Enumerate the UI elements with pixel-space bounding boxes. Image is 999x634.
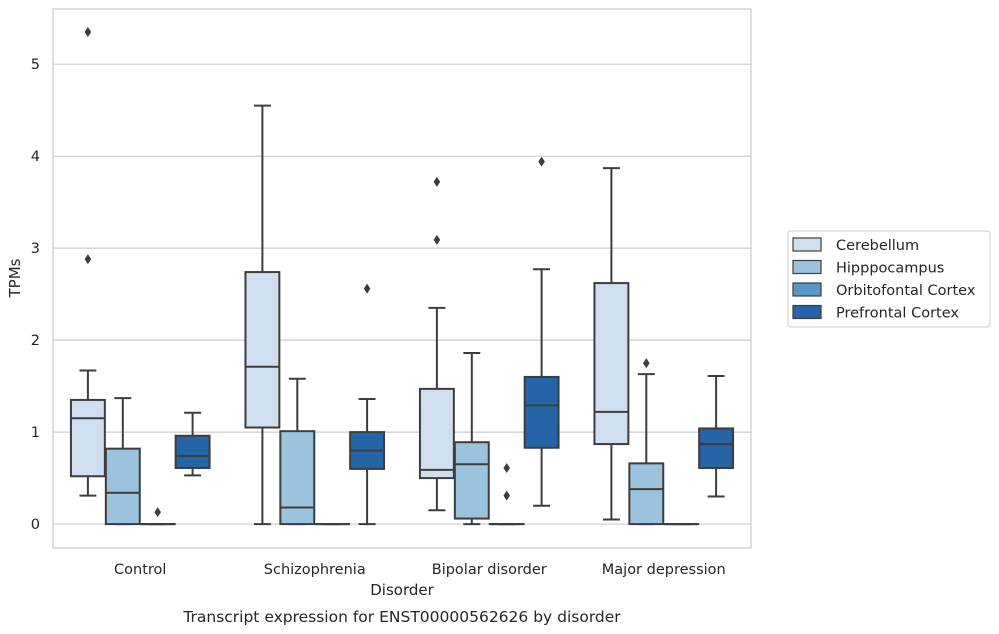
outlier-point (643, 358, 650, 369)
box-body (453, 441, 490, 520)
x-tick-label: Control (114, 562, 166, 578)
legend-label: Cerebellum (836, 238, 919, 254)
outlier-point (503, 490, 510, 501)
box-body (174, 434, 211, 469)
legend-swatch (792, 237, 822, 252)
box-body (523, 375, 560, 449)
legend-swatch (792, 304, 822, 320)
legend-items: Cerebellum Hipppocampus Orbitofontal Corte… (792, 237, 976, 322)
y-tick-label: 3 (31, 241, 40, 257)
outlier-point (433, 176, 441, 187)
legend-swatch (792, 259, 822, 275)
x-tick-labels: Control Schizophrenia Bipolar disorder Majo… (114, 562, 726, 578)
y-tick-label: 1 (31, 425, 40, 441)
legend-swatch (792, 282, 822, 297)
box-1-0 (244, 104, 281, 526)
x-axis-label: Disorder (370, 581, 434, 599)
legend-label: Prefrontal Cortex (836, 306, 959, 322)
box-0-1 (104, 397, 141, 526)
box-3-3 (698, 374, 735, 498)
legend: Cerebellum Hipppocampus Orbitofontal Corte… (787, 230, 991, 328)
box-1-3 (349, 283, 386, 526)
box-2-3 (523, 156, 560, 507)
box-series (69, 26, 735, 526)
box-body (698, 427, 735, 469)
box-1-1 (279, 377, 316, 526)
legend-label: Orbitofontal Cortex (836, 283, 976, 299)
box-0-0 (69, 26, 106, 497)
plot-area-frame (52, 8, 752, 549)
box-body (628, 462, 665, 526)
box-body (69, 398, 106, 478)
box-0-3 (174, 411, 211, 477)
y-axis-label: TPMs (6, 258, 24, 298)
box-body (104, 447, 141, 526)
y-tick-label: 0 (31, 517, 40, 533)
box-2-1 (453, 352, 490, 526)
box-3-0 (593, 167, 630, 521)
box-body (593, 282, 630, 446)
outlier-point (503, 462, 510, 473)
box-0-2 (139, 507, 176, 526)
x-tick-label: Major depression (602, 562, 726, 578)
x-tick-label: Bipolar disorder (432, 562, 547, 578)
y-tick-labels: 0 1 2 3 4 5 (31, 57, 40, 533)
y-tick-label: 5 (31, 57, 40, 73)
box-2-2 (488, 462, 525, 526)
outlier-point (154, 507, 161, 518)
y-tick-label: 4 (31, 149, 40, 165)
legend-label: Hipppocampus (836, 261, 944, 277)
outlier-point (433, 234, 441, 245)
box-3-1 (628, 358, 665, 526)
outlier-point (363, 283, 371, 294)
outlier-point (84, 254, 92, 265)
y-tick-label: 2 (31, 333, 40, 349)
box-2-0 (418, 176, 455, 512)
outlier-point (538, 156, 545, 167)
outlier-point (84, 26, 92, 37)
legend-frame (787, 230, 991, 328)
box-body (244, 271, 281, 429)
chart-title: Transcript expression for ENST0000056262… (182, 608, 621, 626)
x-tick-label: Schizophrenia (264, 562, 366, 578)
box-body (279, 430, 316, 526)
box-body (418, 387, 455, 480)
